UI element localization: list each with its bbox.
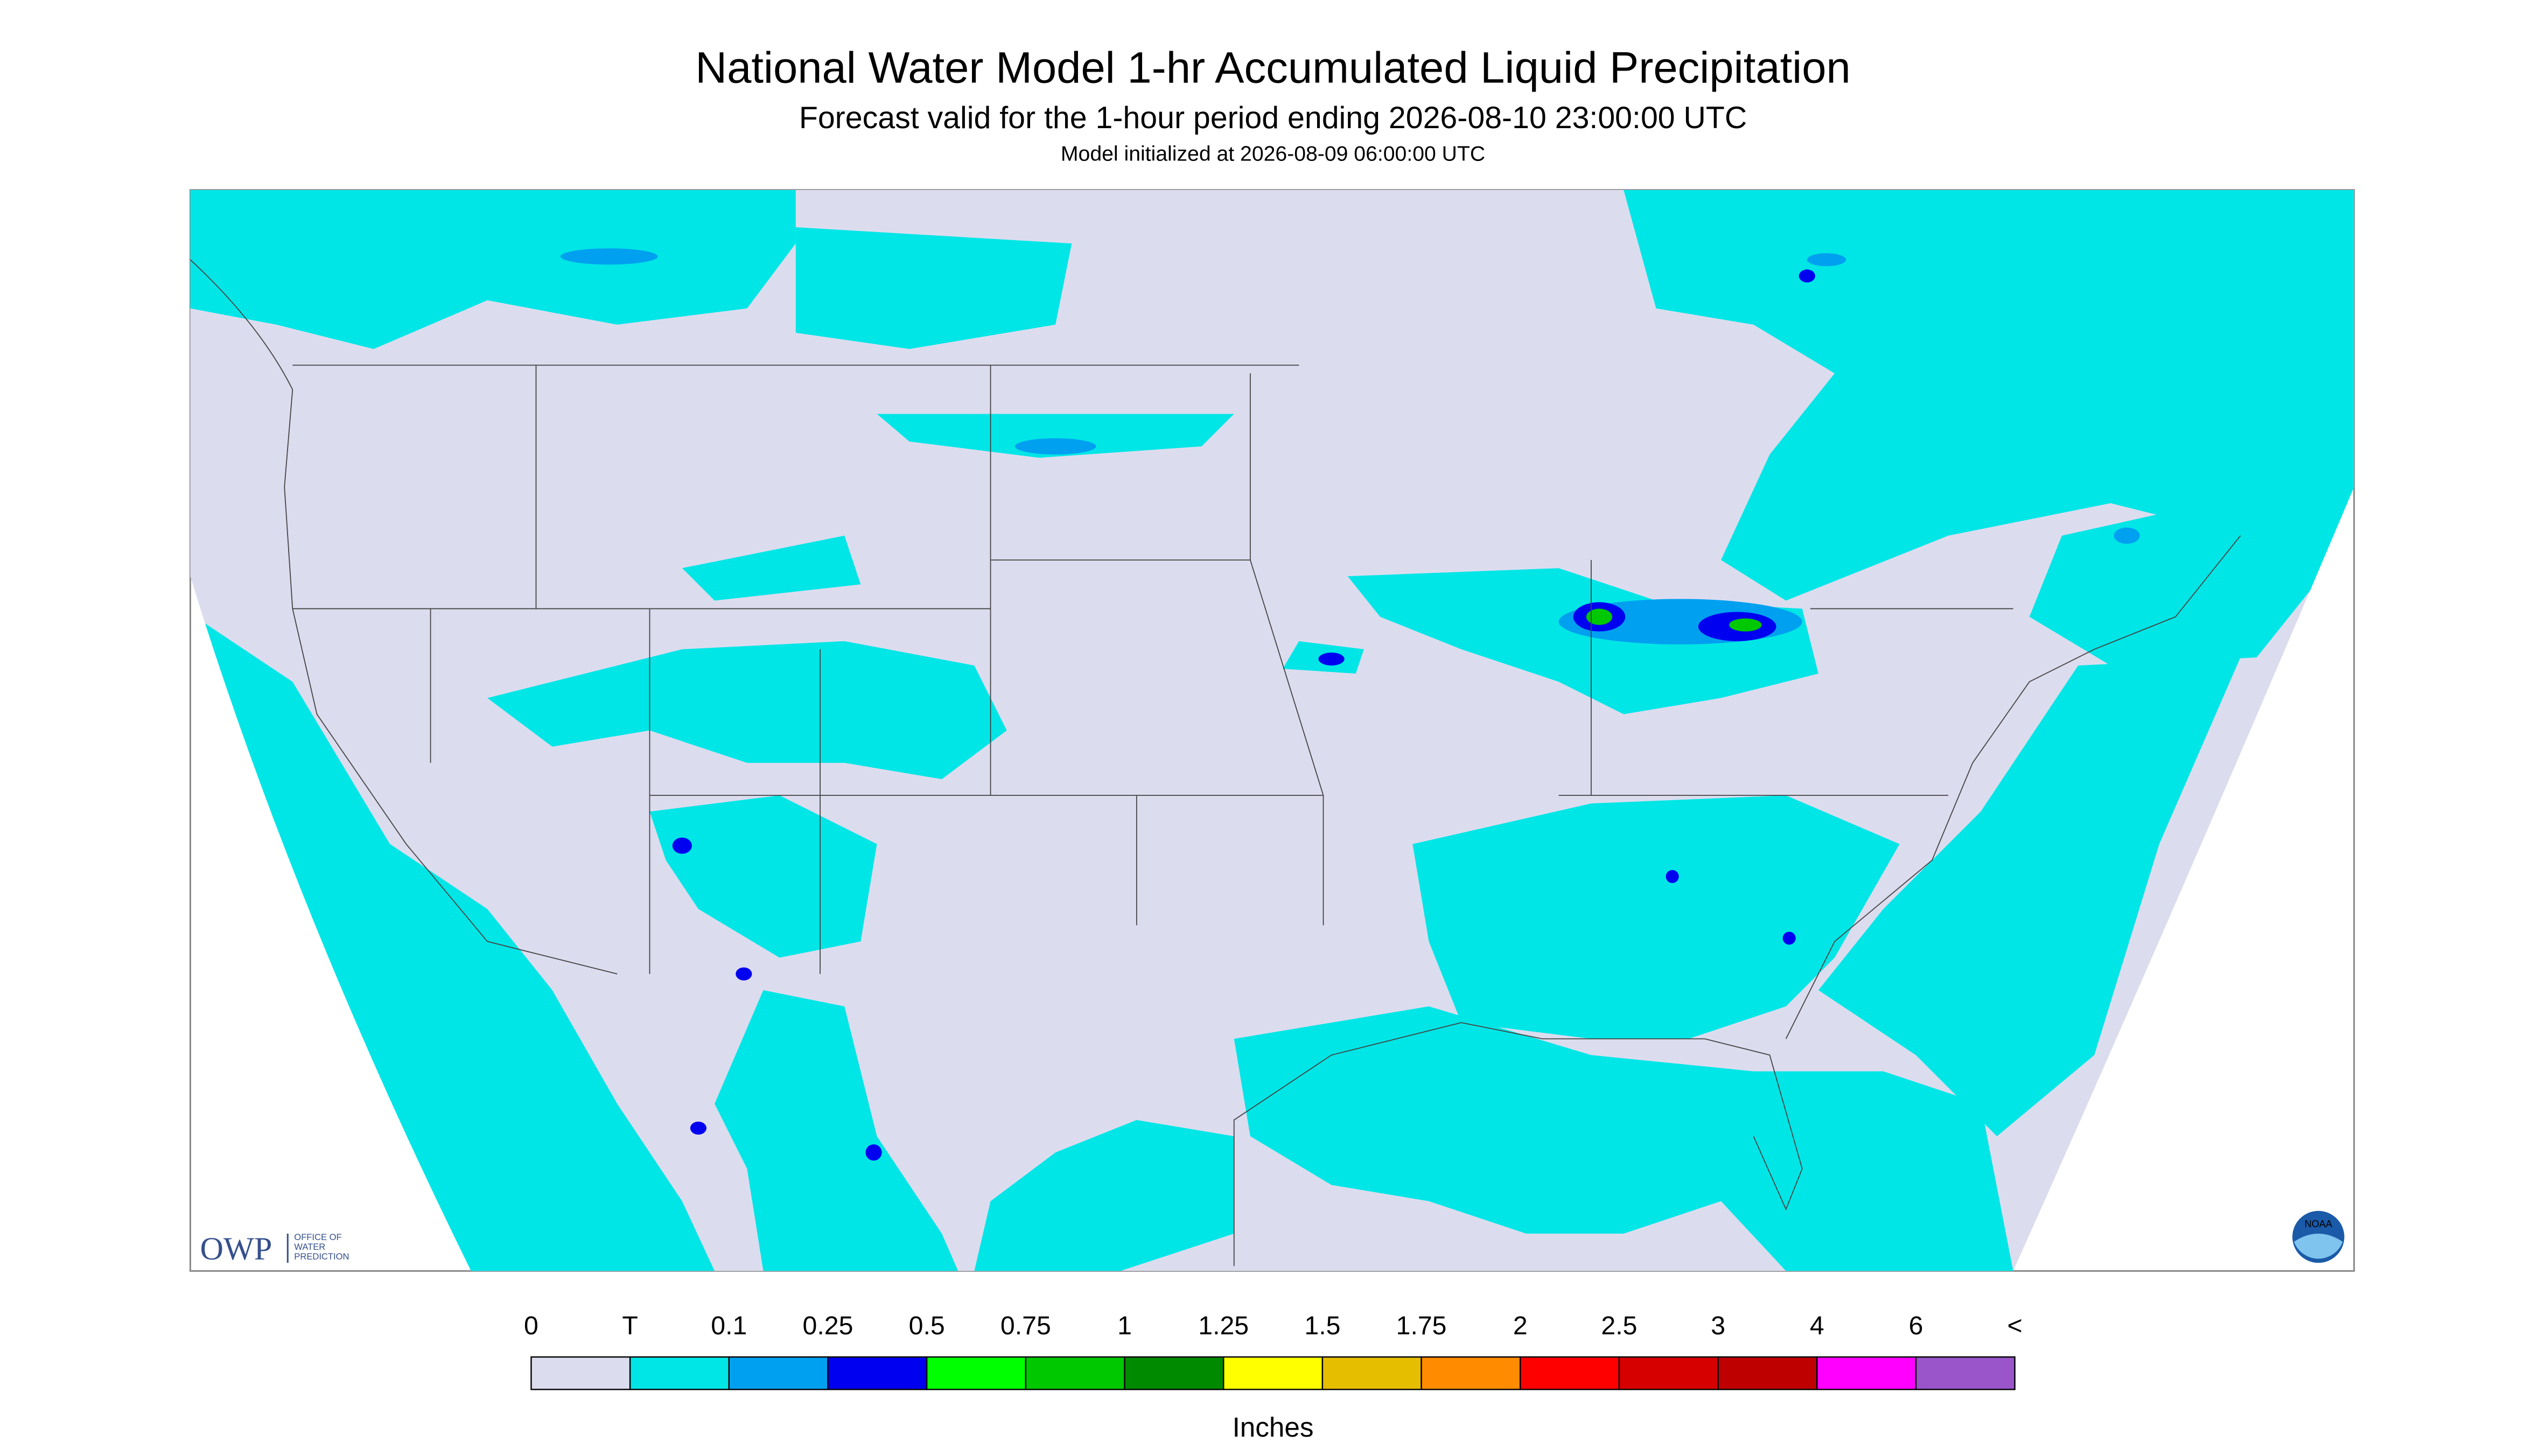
legend-swatch — [1816, 1356, 1917, 1390]
legend-swatch — [1421, 1356, 1521, 1390]
legend-label: 0.25 — [803, 1311, 853, 1340]
legend-label: 0.1 — [711, 1311, 747, 1340]
map — [189, 189, 2355, 1272]
legend-label: 0.5 — [909, 1311, 945, 1340]
legend-swatch — [728, 1356, 829, 1390]
owp-text: OWP — [200, 1231, 272, 1267]
legend-label: 1 — [1117, 1311, 1132, 1340]
title: National Water Model 1-hr Accumulated Li… — [695, 44, 1850, 93]
legend-swatch — [1717, 1356, 1818, 1390]
legend-label: 1.25 — [1198, 1311, 1249, 1340]
owp-sub: PREDICTION — [294, 1251, 349, 1262]
noaa-wave — [2294, 1234, 2343, 1259]
subtitle: Forecast valid for the 1-hour period end… — [799, 101, 1747, 135]
legend-swatch — [827, 1356, 928, 1390]
legend-swatch — [1321, 1356, 1422, 1390]
legend-swatch — [530, 1356, 631, 1390]
owp-sub: OFFICE OF — [294, 1232, 341, 1242]
legend-label: 1.75 — [1396, 1311, 1447, 1340]
noaa-text: NOAA — [2305, 1219, 2333, 1229]
legend-label: 0.75 — [1000, 1311, 1051, 1340]
noaa-logo: NOAA — [2292, 1210, 2345, 1263]
legend-swatch — [1915, 1356, 2016, 1390]
init-note: Model initialized at 2026-08-09 06:00:00… — [1061, 142, 1485, 165]
precip-core — [1586, 608, 1762, 632]
legend-unit: Inches — [1233, 1412, 1314, 1443]
legend-label: 2 — [1513, 1311, 1528, 1340]
legend-label: T — [622, 1311, 638, 1340]
legend-label: 6 — [1909, 1311, 1923, 1340]
legend-swatch — [1618, 1356, 1719, 1390]
legend-swatch — [1025, 1356, 1125, 1390]
legend-label: < — [2007, 1311, 2023, 1340]
legend-label: 2.5 — [1601, 1311, 1637, 1340]
legend-label: 4 — [1810, 1311, 1824, 1340]
legend: 0 T 0.1 0.25 0.5 0.75 1 1.25 1.5 1.75 2 2.5 3 4 6 < — [524, 1311, 2023, 1390]
legend-swatch — [1124, 1356, 1224, 1390]
owp-logo: OWP OFFICE OF WATER PREDICTION — [200, 1231, 349, 1267]
legend-label: 3 — [1711, 1311, 1725, 1340]
legend-swatch — [926, 1356, 1027, 1390]
legend-swatch — [629, 1356, 730, 1390]
legend-swatch — [1223, 1356, 1324, 1390]
owp-sub: WATER — [294, 1242, 325, 1252]
legend-label: 0 — [524, 1311, 538, 1340]
legend-swatch — [1520, 1356, 1620, 1390]
legend-label: 1.5 — [1304, 1311, 1340, 1340]
precip-light — [190, 190, 2354, 1271]
boundaries — [190, 259, 2241, 1266]
